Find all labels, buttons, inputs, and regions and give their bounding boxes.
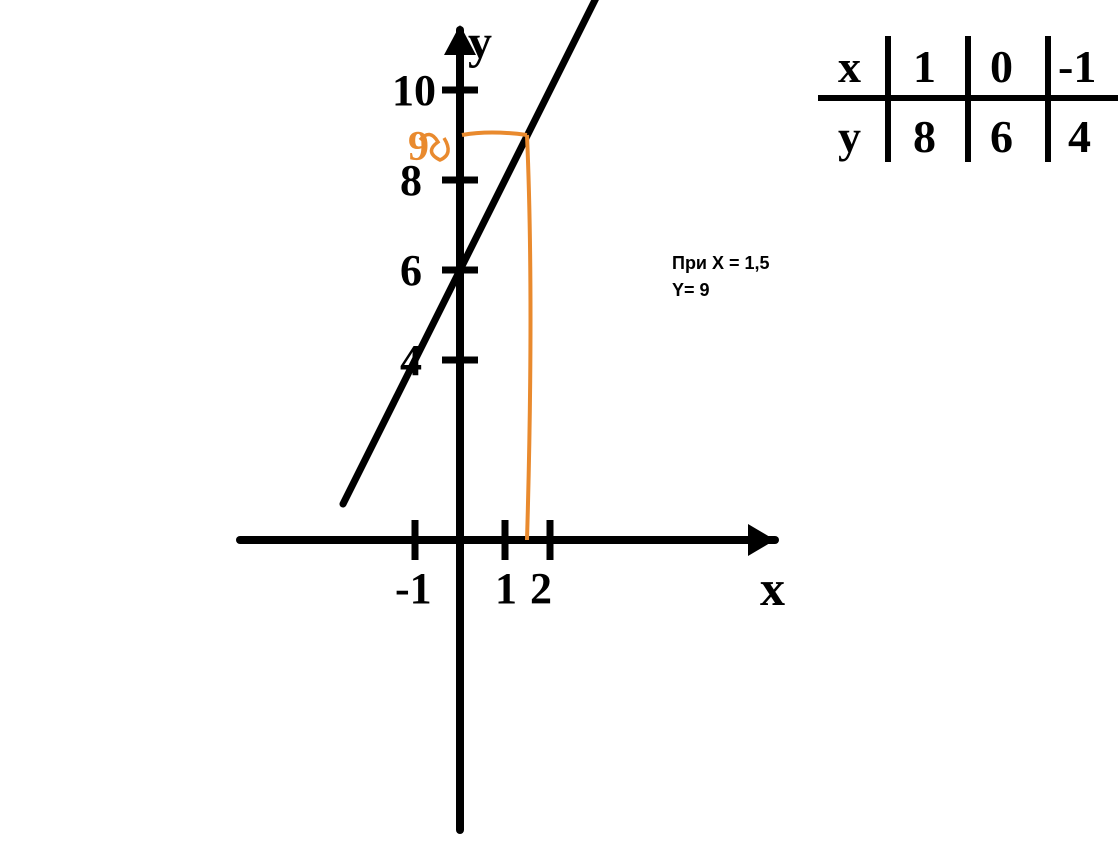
table-h2: 0	[990, 41, 1013, 92]
function-line	[343, 0, 622, 504]
x-axis-label: x	[760, 560, 785, 616]
table-h3: -1	[1058, 41, 1096, 92]
answer-block: При X = 1,5 Y= 9	[672, 250, 770, 304]
answer-line-1: При X = 1,5	[672, 250, 770, 277]
table-r2: 6	[990, 111, 1013, 162]
x-tick-label-neg1: -1	[395, 564, 432, 613]
figure-canvas: -1 1 2 x 4 6 8 10 y 9	[0, 0, 1120, 868]
table-r3: 4	[1068, 111, 1091, 162]
y-tick-label-6: 6	[400, 246, 422, 295]
x-axis: -1 1 2 x	[240, 520, 785, 616]
x-tick-label-1: 1	[495, 564, 517, 613]
table-r0: y	[838, 111, 861, 162]
table-h0: x	[838, 41, 861, 92]
table-r1: 8	[913, 111, 936, 162]
y-tick-label-10: 10	[392, 66, 436, 115]
value-table: x 1 0 -1 y 8 6 4	[818, 30, 1118, 170]
table-h1: 1	[913, 41, 936, 92]
y-axis: 4 6 8 10 y	[392, 16, 492, 830]
highlight-y-label: 9	[408, 124, 429, 170]
answer-line-2: Y= 9	[672, 277, 770, 304]
x-tick-label-2: 2	[530, 564, 552, 613]
y-axis-label: y	[468, 16, 492, 69]
